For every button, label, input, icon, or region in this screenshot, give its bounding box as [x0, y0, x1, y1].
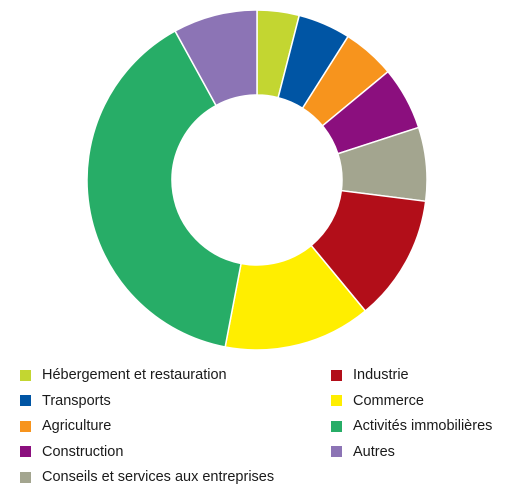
legend-swatch [331, 369, 342, 381]
legend-item-construction: Construction [20, 444, 123, 460]
legend-swatch [331, 446, 342, 457]
legend-label: Transports [42, 392, 111, 409]
slice-activites-immobilieres [86, 30, 242, 348]
legend-item-transports: Transports [20, 393, 111, 409]
legend-label: Hébergement et restauration [42, 367, 227, 383]
legend-swatch [20, 471, 31, 483]
legend-swatch [331, 420, 342, 432]
legend-swatch [20, 420, 31, 432]
legend-item-conseils-et-services-aux-entreprises: Conseils et services aux entreprises [20, 469, 274, 485]
legend-label: Conseils et services aux entreprises [42, 469, 275, 485]
legend-label: Agriculture [42, 418, 112, 434]
legend-item-industrie: Industrie [331, 367, 409, 383]
donut-slices [86, 9, 428, 351]
legend-item-agriculture: Agriculture [20, 418, 111, 434]
legend-label: Autres [353, 443, 395, 460]
legend-swatch [331, 395, 342, 406]
legend-label: Activités immobilières [353, 418, 493, 434]
legend-item-hebergement-et-restauration: Hébergement et restauration [20, 367, 227, 383]
legend-label: Industrie [353, 367, 409, 383]
legend-swatch [20, 369, 31, 381]
legend-swatch [20, 446, 31, 457]
legend-label: Commerce [353, 392, 424, 409]
legend-item-commerce: Commerce [331, 393, 424, 409]
legend-item-activites-immobilieres: Activités immobilières [331, 418, 492, 434]
slice-autres [174, 9, 258, 107]
legend-label: Construction [42, 443, 124, 460]
legend-item-autres: Autres [331, 444, 395, 460]
legend-swatch [20, 395, 31, 406]
